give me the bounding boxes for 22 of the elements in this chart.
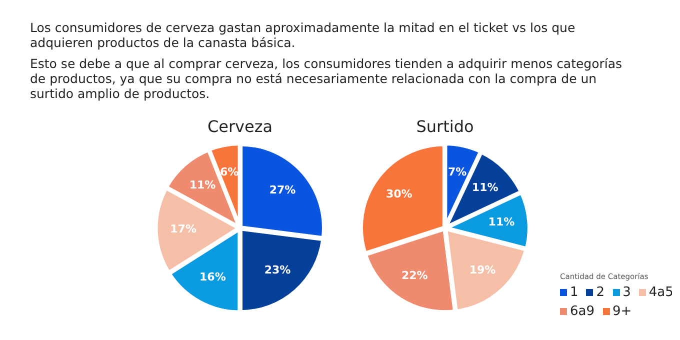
data-label: 17% bbox=[170, 222, 196, 236]
data-label: 19% bbox=[469, 264, 496, 276]
text: Los consumidores de cerveza gastan aproximadamente la mitad en el ticket vs los que adquieren productos de la canasta básica. bbox=[30, 20, 576, 50]
text: Esto se debe a que al comprar cerveza, los consumidores tienden a adquirir menos categorías de productos, ya que su compra no está necesariamente relacionada con la compra de un surtido amplio de productos. bbox=[30, 56, 624, 101]
legend-label: 4a5 bbox=[648, 285, 673, 300]
chart-title: Surtido bbox=[416, 116, 474, 136]
data-label: 27% bbox=[269, 183, 296, 196]
data-label: 11% bbox=[472, 180, 498, 194]
legend-label: 6a9 bbox=[569, 304, 595, 319]
data-label: 7% bbox=[448, 166, 467, 179]
data-label: 16% bbox=[200, 270, 226, 284]
data-label: 23% bbox=[264, 264, 291, 276]
legend-label: 9+ bbox=[612, 304, 632, 319]
data-label: 11% bbox=[488, 216, 515, 229]
legend-label: 2 bbox=[595, 285, 605, 300]
legend-label: 1 bbox=[569, 285, 578, 300]
legend-label: 3 bbox=[622, 285, 631, 300]
data-label: 6% bbox=[220, 165, 239, 178]
chart-title: Cerveza bbox=[207, 116, 273, 136]
data-label: 11% bbox=[189, 178, 216, 192]
data-label: 22% bbox=[401, 268, 428, 282]
data-label: 30% bbox=[386, 188, 412, 201]
